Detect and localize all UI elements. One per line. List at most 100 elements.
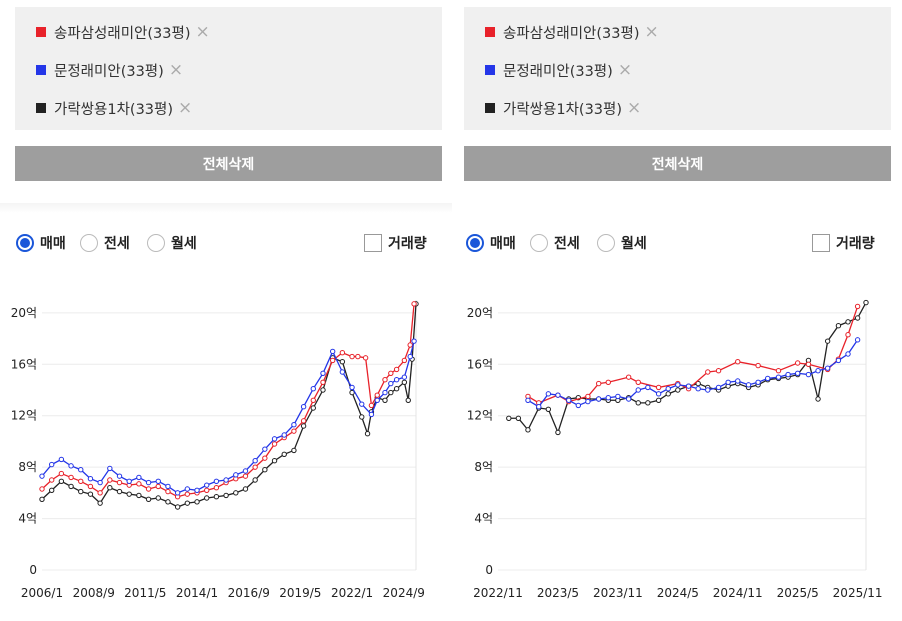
- data-point[interactable]: [595, 380, 602, 387]
- remove-icon[interactable]: ×: [617, 60, 633, 80]
- data-point[interactable]: [58, 456, 65, 463]
- data-point[interactable]: [39, 473, 45, 479]
- data-point[interactable]: [695, 380, 701, 387]
- data-point[interactable]: [665, 391, 671, 397]
- data-point[interactable]: [794, 370, 801, 376]
- data-point[interactable]: [374, 397, 380, 403]
- data-point[interactable]: [407, 342, 413, 348]
- data-point[interactable]: [155, 495, 161, 501]
- data-point[interactable]: [252, 464, 258, 470]
- data-point[interactable]: [635, 379, 641, 385]
- data-point[interactable]: [854, 315, 861, 321]
- data-point[interactable]: [506, 415, 512, 421]
- data-point[interactable]: [824, 365, 831, 371]
- data-point[interactable]: [407, 353, 413, 360]
- data-point[interactable]: [242, 468, 249, 474]
- data-point[interactable]: [233, 472, 239, 478]
- data-point[interactable]: [393, 386, 400, 392]
- data-point[interactable]: [411, 338, 417, 344]
- data-point[interactable]: [78, 478, 84, 484]
- data-point[interactable]: [39, 496, 45, 502]
- data-point[interactable]: [555, 392, 561, 398]
- radio-jeonse[interactable]: 전세: [80, 233, 130, 253]
- data-point[interactable]: [116, 479, 123, 486]
- data-point[interactable]: [262, 467, 268, 473]
- data-point[interactable]: [655, 397, 662, 403]
- data-point[interactable]: [785, 371, 791, 378]
- data-point[interactable]: [382, 397, 388, 403]
- data-point[interactable]: [605, 395, 611, 401]
- data-point[interactable]: [58, 470, 65, 477]
- data-point[interactable]: [329, 348, 336, 355]
- data-point[interactable]: [145, 496, 152, 502]
- data-point[interactable]: [184, 486, 191, 492]
- data-point[interactable]: [204, 487, 210, 493]
- radio-sale[interactable]: 매매: [16, 233, 66, 253]
- data-point[interactable]: [555, 429, 561, 436]
- data-point[interactable]: [382, 389, 388, 396]
- data-point[interactable]: [126, 478, 132, 484]
- data-point[interactable]: [536, 404, 542, 410]
- data-point[interactable]: [97, 490, 103, 496]
- remove-icon[interactable]: ×: [644, 22, 659, 42]
- data-point[interactable]: [300, 418, 307, 424]
- data-point[interactable]: [271, 436, 278, 442]
- data-point[interactable]: [58, 478, 65, 484]
- data-point[interactable]: [165, 499, 171, 505]
- data-point[interactable]: [242, 473, 249, 479]
- data-point[interactable]: [545, 406, 552, 412]
- data-point[interactable]: [213, 485, 220, 491]
- data-point[interactable]: [97, 479, 103, 486]
- data-point[interactable]: [349, 353, 355, 360]
- data-point[interactable]: [401, 379, 408, 385]
- data-point[interactable]: [87, 483, 94, 490]
- data-point[interactable]: [525, 397, 531, 403]
- data-point[interactable]: [355, 353, 361, 360]
- data-point[interactable]: [310, 397, 316, 403]
- data-point[interactable]: [252, 458, 258, 464]
- data-point[interactable]: [755, 379, 761, 385]
- data-point[interactable]: [349, 384, 355, 391]
- data-point[interactable]: [271, 441, 278, 447]
- data-point[interactable]: [675, 387, 681, 393]
- data-point[interactable]: [204, 495, 210, 501]
- data-point[interactable]: [675, 382, 681, 388]
- data-point[interactable]: [382, 377, 388, 383]
- data-point[interactable]: [116, 473, 123, 479]
- data-point[interactable]: [362, 355, 369, 361]
- data-point[interactable]: [364, 431, 371, 437]
- data-point[interactable]: [48, 461, 55, 468]
- data-point[interactable]: [213, 494, 220, 500]
- data-point[interactable]: [194, 499, 200, 505]
- data-point[interactable]: [262, 446, 268, 452]
- data-point[interactable]: [411, 301, 417, 307]
- data-point[interactable]: [705, 369, 711, 375]
- data-point[interactable]: [68, 474, 74, 481]
- data-point[interactable]: [665, 386, 671, 392]
- data-point[interactable]: [310, 386, 316, 392]
- data-point[interactable]: [194, 487, 200, 493]
- data-point[interactable]: [615, 393, 621, 400]
- data-point[interactable]: [815, 368, 821, 374]
- data-point[interactable]: [824, 338, 831, 344]
- data-point[interactable]: [223, 492, 229, 499]
- data-point[interactable]: [339, 350, 346, 356]
- data-point[interactable]: [291, 428, 297, 434]
- data-point[interactable]: [165, 483, 171, 490]
- data-point[interactable]: [705, 387, 711, 393]
- data-point[interactable]: [320, 370, 326, 376]
- data-point[interactable]: [854, 303, 861, 310]
- data-point[interactable]: [174, 504, 181, 510]
- data-point[interactable]: [320, 379, 326, 385]
- data-point[interactable]: [585, 393, 591, 400]
- data-point[interactable]: [136, 481, 142, 487]
- data-point[interactable]: [835, 357, 842, 364]
- data-point[interactable]: [107, 485, 113, 491]
- data-point[interactable]: [695, 386, 701, 392]
- data-point[interactable]: [805, 361, 812, 367]
- data-point[interactable]: [233, 490, 239, 496]
- data-point[interactable]: [300, 423, 307, 429]
- data-point[interactable]: [155, 478, 161, 484]
- data-point[interactable]: [349, 389, 355, 396]
- remove-icon[interactable]: ×: [178, 98, 193, 118]
